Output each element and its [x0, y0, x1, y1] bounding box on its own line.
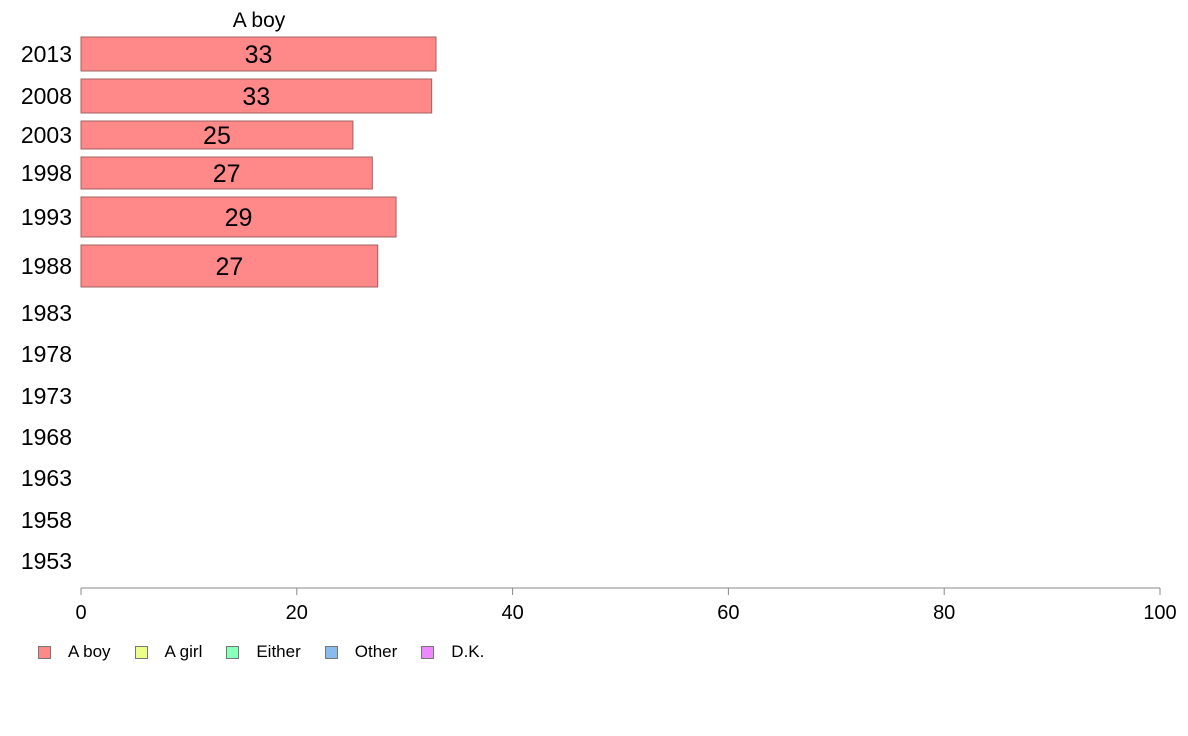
legend-label: D.K. [451, 642, 485, 661]
legend-label: A girl [164, 642, 203, 661]
x-tick-label-40: 40 [501, 602, 523, 620]
legend-item-2: Either [226, 642, 301, 662]
y-tick-label-2013: 2013 [21, 41, 72, 67]
bar-2003 [80, 120, 354, 150]
legend-swatch [226, 645, 240, 659]
y-tick-label-1958: 1958 [21, 507, 72, 533]
y-tick-label-1998: 1998 [21, 160, 72, 186]
legend-label: Other [354, 642, 398, 661]
legend-swatch [38, 645, 51, 659]
y-axis-labels: 2013 2008 2003 1998 1993 1988 1983 1978 1973 1968… [21, 41, 72, 574]
panel-title: A boy [233, 9, 286, 32]
legend-item-0: A boy [38, 642, 111, 662]
y-tick-label-1968: 1968 [21, 424, 72, 450]
legend-swatch [421, 645, 435, 659]
bar-1988 [80, 244, 379, 288]
x-tick-label-60: 60 [717, 602, 739, 620]
bar-value-label-1998: 27 [213, 160, 241, 188]
y-tick-label-1988: 1988 [21, 253, 72, 279]
y-tick-label-2008: 2008 [21, 83, 72, 109]
legend-swatch [324, 645, 338, 659]
y-tick-label-1963: 1963 [21, 465, 72, 491]
bar-value-label-1988: 27 [215, 253, 243, 281]
x-tick-label-100: 100 [1143, 602, 1176, 620]
x-tick-label-0: 0 [75, 602, 86, 620]
y-tick-label-1973: 1973 [21, 383, 72, 409]
legend-item-3: Other [324, 642, 398, 662]
x-tick-label-80: 80 [933, 602, 955, 620]
x-tick-label-20: 20 [286, 602, 308, 620]
bars-group: 33 33 25 27 29 27 [80, 36, 437, 288]
legend-item-1: A girl [134, 642, 203, 662]
y-tick-label-2003: 2003 [21, 122, 72, 148]
bar-value-label-2008: 33 [242, 83, 270, 111]
y-tick-label-1993: 1993 [21, 204, 72, 230]
legend: A boy A girl Either Other D.K. [38, 641, 508, 663]
y-tick-label-1953: 1953 [21, 548, 72, 574]
bar-2013 [80, 36, 437, 72]
legend-swatch [134, 645, 148, 659]
bar-1993 [80, 196, 397, 238]
bar-chart: A boy 33 33 25 27 29 27 2013 2008 2003 1998 1993 1… [21, 9, 1177, 620]
bar-2008 [80, 78, 433, 114]
y-tick-label-1983: 1983 [21, 300, 72, 326]
bar-1998 [80, 156, 373, 190]
legend-label: Either [256, 642, 301, 661]
x-axis: 0 20 40 60 80 100 [75, 587, 1177, 620]
bar-value-label-2003: 25 [203, 122, 231, 150]
legend-item-4: D.K. [421, 642, 484, 662]
y-tick-label-1978: 1978 [21, 341, 72, 367]
legend-label: A boy [68, 642, 111, 661]
bar-value-label-1993: 29 [225, 204, 253, 232]
bar-value-label-2013: 33 [245, 41, 273, 69]
